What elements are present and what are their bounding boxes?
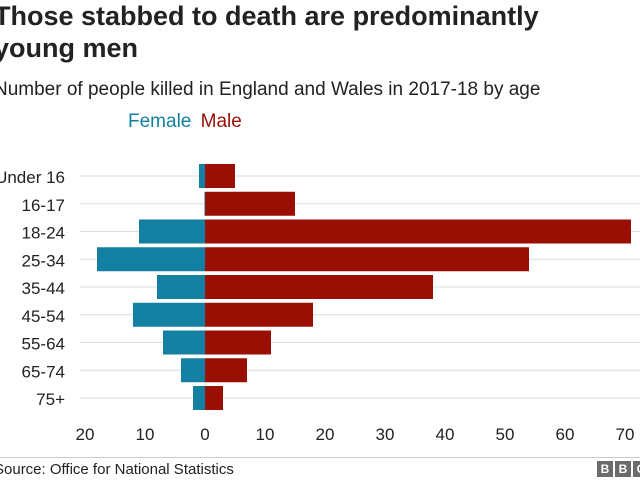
category-label: 18-24: [22, 224, 65, 243]
x-tick-label: 0: [200, 425, 209, 444]
female-bar: [133, 302, 205, 327]
pyramid-chart: Under 16 16-17 18-24 25-34 35-44 45-54 55-64 65…: [0, 164, 640, 444]
female-bar: [204, 191, 205, 216]
female-bar: [181, 358, 205, 383]
category-label: 55-64: [22, 335, 65, 354]
x-tick-label: 70: [616, 425, 635, 444]
male-bar: [205, 191, 295, 216]
female-bar: [163, 330, 205, 355]
chart-title: Those stabbed to death are predominantly…: [0, 0, 539, 64]
bbc-logo: B B C: [597, 461, 640, 477]
legend-female: Female: [128, 111, 192, 132]
chart-subtitle: Number of people killed in England and W…: [0, 79, 541, 100]
chart-title-line-1: Those stabbed to death are predominantly: [0, 1, 539, 31]
category-label: 45-54: [22, 307, 65, 326]
source-note: Source: Office for National Statistics: [0, 461, 234, 478]
x-tick-label: 60: [556, 425, 575, 444]
female-bar: [157, 275, 205, 299]
category-label: 65-74: [22, 362, 65, 381]
x-tick-label: 10: [256, 425, 275, 444]
category-label: 75+: [36, 390, 65, 409]
male-bar: [205, 330, 271, 355]
category-label: 16-17: [22, 196, 65, 215]
male-bar: [205, 358, 247, 383]
legend-male: Male: [200, 111, 242, 132]
male-bar: [205, 219, 631, 244]
x-tick-label: 40: [436, 425, 455, 444]
male-bar: [205, 164, 235, 188]
female-bar: [139, 219, 205, 244]
footer-divider: [0, 457, 640, 458]
x-tick-label: 20: [76, 425, 95, 444]
x-tick-label: 30: [376, 425, 395, 444]
bbc-logo-letter-3: C: [633, 461, 640, 477]
category-label: 25-34: [22, 251, 65, 270]
male-bar: [205, 386, 223, 410]
category-label: 35-44: [22, 279, 65, 298]
male-bar: [205, 247, 529, 272]
male-bar: [205, 302, 313, 327]
x-tick-label: 10: [136, 425, 155, 444]
male-bar: [205, 275, 433, 299]
x-tick-label: 20: [316, 425, 335, 444]
bbc-logo-letter-1: B: [597, 461, 613, 477]
female-bar: [193, 386, 205, 410]
chart-legend: Female Male: [128, 111, 242, 133]
x-tick-label: 50: [496, 425, 515, 444]
female-bar: [199, 164, 205, 188]
female-bar: [97, 247, 205, 272]
bbc-logo-letter-2: B: [615, 461, 631, 477]
chart-title-line-2: young men: [0, 33, 139, 63]
category-label: Under 16: [0, 168, 65, 187]
